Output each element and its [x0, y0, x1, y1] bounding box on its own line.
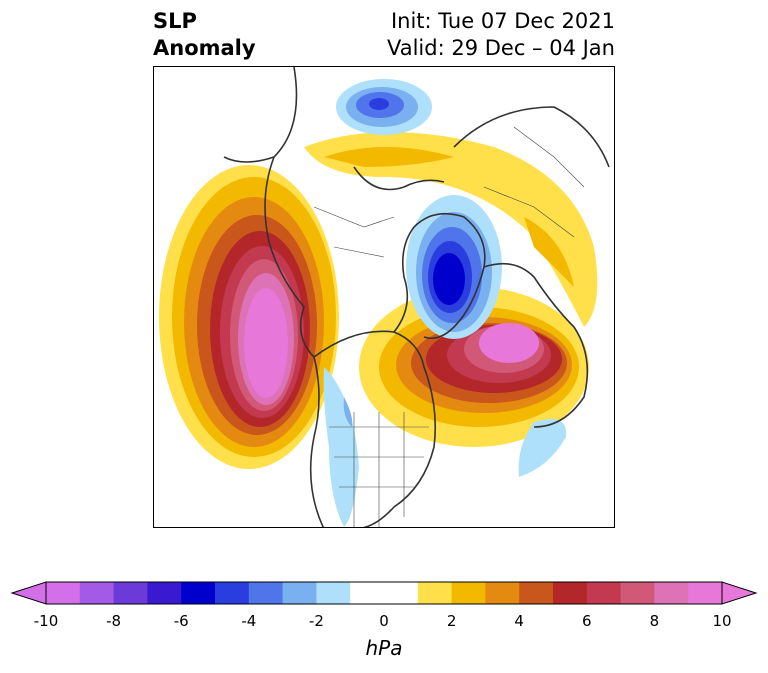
pacific-positive-anomaly [159, 165, 339, 469]
colorbar-segment [316, 582, 351, 604]
colorbar-segment [417, 582, 453, 604]
colorbar-tick-label: 6 [582, 612, 592, 630]
colorbar-segment [181, 582, 216, 604]
colorbar-tick-label: -2 [308, 612, 324, 630]
colorbar-tick-label: -4 [241, 612, 257, 630]
colorbar-segment [654, 582, 689, 604]
colorbar-extend-high [721, 581, 758, 605]
colorbar-tick-label: -6 [173, 612, 189, 630]
colorbar-segment [79, 582, 115, 604]
map-panel [153, 66, 615, 528]
colorbar-segment [46, 582, 81, 604]
colorbar-segment [384, 582, 419, 604]
colorbar-segment [147, 582, 182, 604]
title-left: SLP Anomaly [153, 8, 256, 62]
colorbar-segment [553, 582, 588, 604]
rim-positive-anomaly [304, 132, 598, 327]
colorbar-tick-label: 8 [649, 612, 660, 630]
anomaly-map [159, 67, 610, 527]
atlantic-positive-anomaly [359, 287, 589, 447]
title-right: Init: Tue 07 Dec 2021 Valid: 29 Dec – 04… [387, 8, 615, 62]
variable-title: SLP [153, 9, 197, 33]
valid-range: Valid: 29 Dec – 04 Jan [386, 36, 615, 60]
colorbar-tick-label: 0 [379, 612, 389, 630]
colorbar-extend-low [10, 581, 47, 605]
colorbar-outline [45, 581, 723, 605]
colorbar-tick-label: 2 [446, 612, 457, 630]
country-borders [313, 126, 585, 527]
colorbar-tick-label: -8 [106, 612, 122, 630]
anomaly-subtitle: Anomaly [153, 36, 256, 60]
colorbar-segment [350, 582, 385, 604]
colorbar-segment [282, 582, 317, 604]
init-date: Init: Tue 07 Dec 2021 [390, 9, 615, 33]
colorbar-segment [620, 582, 655, 604]
colorbar-segment [248, 582, 284, 604]
colorbar-tick-label: 4 [514, 612, 524, 630]
colorbar-segment [451, 582, 486, 604]
colorbar-segment [113, 582, 148, 604]
colorbar-units: hPa [365, 636, 403, 660]
colorbar-segment [215, 582, 250, 604]
colorbar-segment [688, 582, 723, 604]
colorbar-tick-label: 10 [712, 612, 732, 630]
colorbar-tick-label: -10 [33, 612, 59, 630]
colorbar-segment [485, 582, 520, 604]
coastlines [223, 67, 610, 527]
colorbar [10, 581, 758, 605]
colorbar-segment [586, 582, 622, 604]
colorbar-segment [519, 582, 554, 604]
